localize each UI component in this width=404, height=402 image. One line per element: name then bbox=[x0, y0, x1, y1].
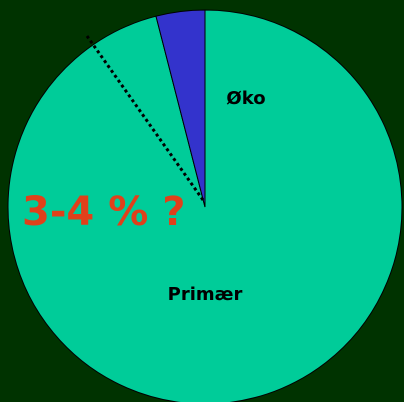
pie-slice bbox=[155, 9, 206, 208]
slice-label: Øko bbox=[226, 88, 265, 109]
annotation: 3-4 % ? bbox=[22, 189, 185, 235]
pie-slice bbox=[7, 9, 403, 402]
slice-label: Primær bbox=[168, 284, 243, 305]
pie bbox=[7, 9, 403, 402]
